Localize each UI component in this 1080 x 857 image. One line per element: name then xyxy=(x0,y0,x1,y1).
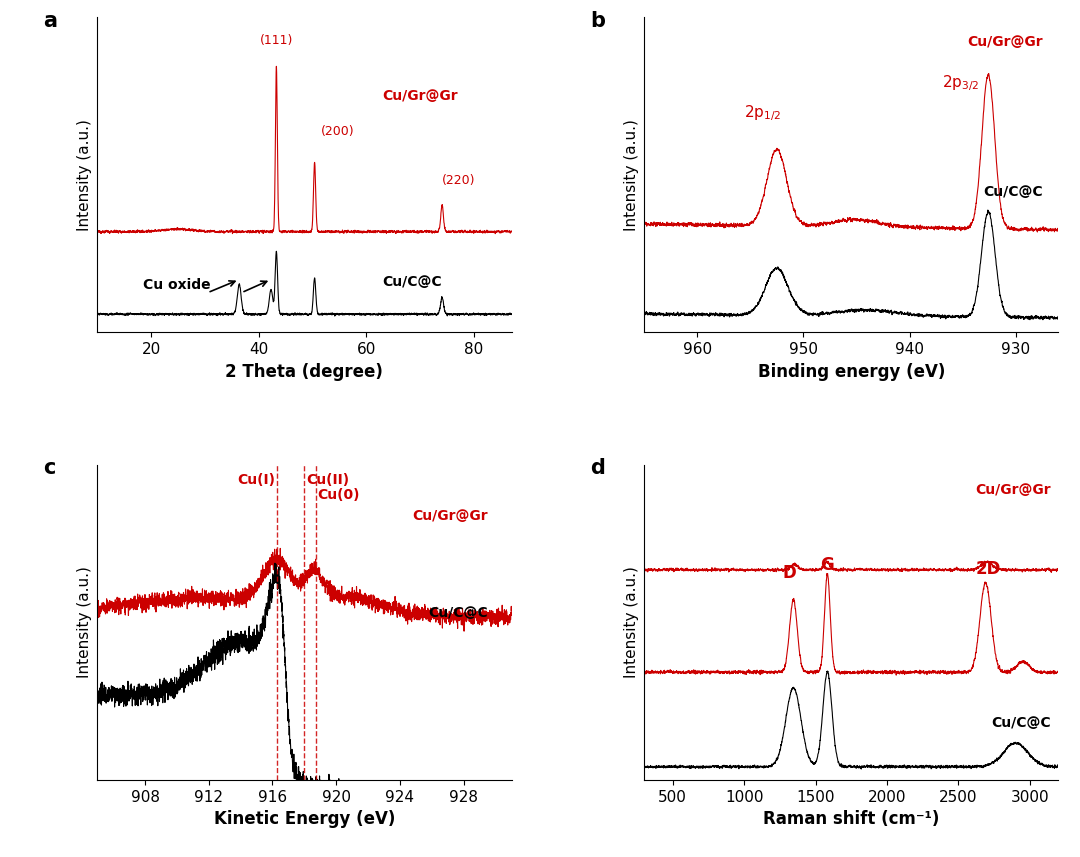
Text: Cu oxide: Cu oxide xyxy=(143,279,211,292)
Y-axis label: Intensity (a.u.): Intensity (a.u.) xyxy=(77,119,92,231)
Text: Cu/C@C: Cu/C@C xyxy=(983,185,1042,199)
Text: Cu/Gr@Gr: Cu/Gr@Gr xyxy=(975,482,1051,496)
Text: Cu(I): Cu(I) xyxy=(237,473,275,487)
Text: Cu(0): Cu(0) xyxy=(318,488,360,501)
Text: (200): (200) xyxy=(321,124,354,138)
Text: D: D xyxy=(783,564,796,582)
Y-axis label: Intensity (a.u.): Intensity (a.u.) xyxy=(623,566,638,678)
Text: Cu/C@C: Cu/C@C xyxy=(991,716,1051,730)
Text: Cu/C@C: Cu/C@C xyxy=(382,275,442,289)
Text: Cu/C@C: Cu/C@C xyxy=(428,607,487,620)
Text: (220): (220) xyxy=(442,174,475,187)
Text: a: a xyxy=(43,11,57,31)
Text: d: d xyxy=(591,458,605,478)
Text: c: c xyxy=(43,458,56,478)
Text: 2D: 2D xyxy=(975,560,1001,578)
Y-axis label: Intensity (a.u.): Intensity (a.u.) xyxy=(623,119,638,231)
Text: Cu(II): Cu(II) xyxy=(306,473,349,487)
Text: Cu/Gr@Gr: Cu/Gr@Gr xyxy=(411,509,487,524)
X-axis label: 2 Theta (degree): 2 Theta (degree) xyxy=(226,363,383,381)
Text: Cu/Gr@Gr: Cu/Gr@Gr xyxy=(382,88,458,103)
Text: (111): (111) xyxy=(259,33,293,47)
Text: G: G xyxy=(821,555,834,573)
Text: $\mathrm{2p_{1/2}}$: $\mathrm{2p_{1/2}}$ xyxy=(744,103,782,123)
X-axis label: Raman shift (cm⁻¹): Raman shift (cm⁻¹) xyxy=(764,810,940,828)
Y-axis label: Intensity (a.u.): Intensity (a.u.) xyxy=(77,566,92,678)
X-axis label: Kinetic Energy (eV): Kinetic Energy (eV) xyxy=(214,810,395,828)
X-axis label: Binding energy (eV): Binding energy (eV) xyxy=(757,363,945,381)
Text: Cu/Gr@Gr: Cu/Gr@Gr xyxy=(967,35,1042,50)
Text: $\mathrm{2p_{3/2}}$: $\mathrm{2p_{3/2}}$ xyxy=(942,73,980,93)
Text: b: b xyxy=(591,11,605,31)
